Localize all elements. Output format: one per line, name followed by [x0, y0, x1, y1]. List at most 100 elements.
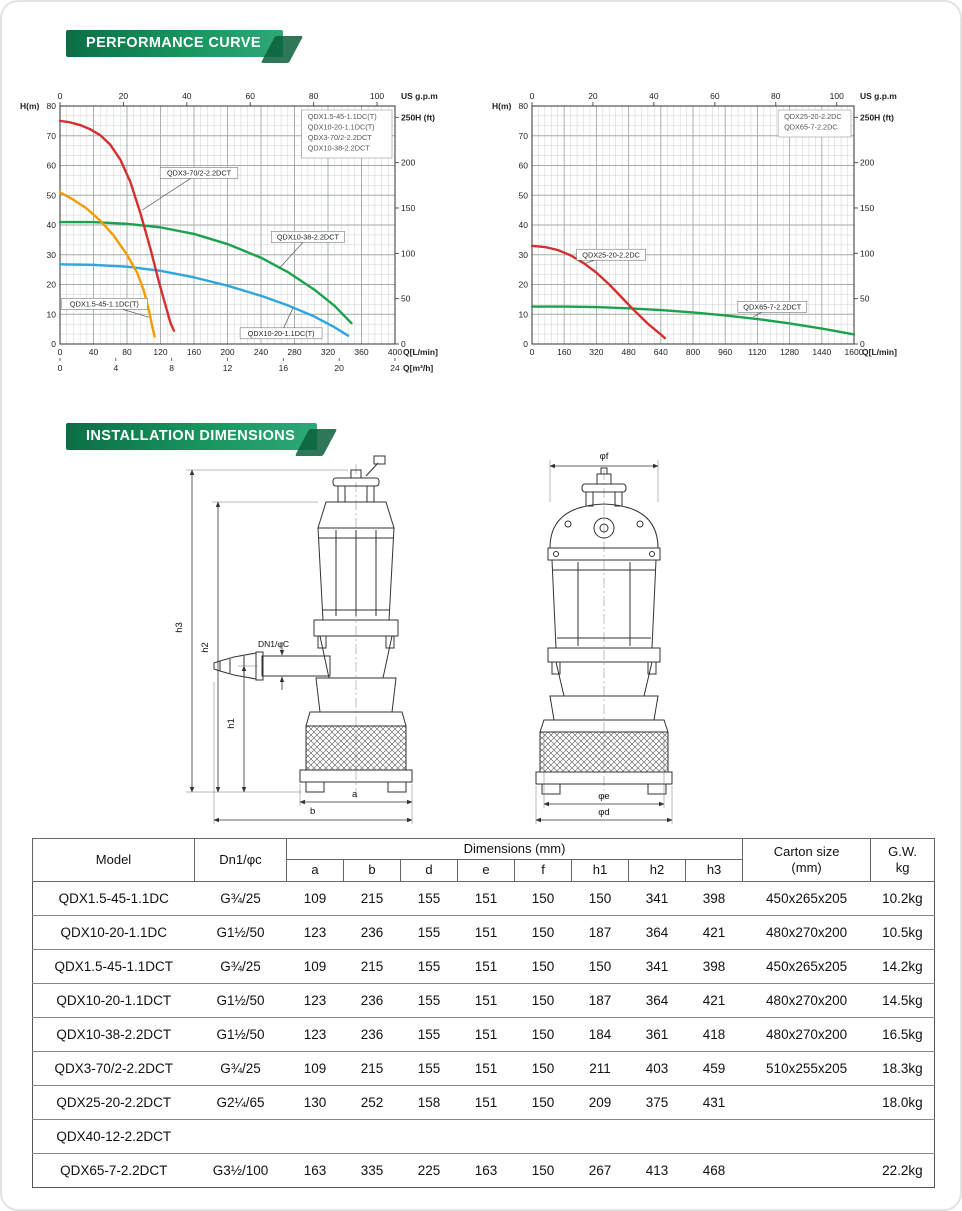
- table-cell-h3: 398: [685, 880, 743, 915]
- table-cell-a: 130: [286, 1084, 344, 1119]
- table-cell-f: 150: [514, 880, 572, 915]
- dim-label-h2: h2: [199, 642, 211, 653]
- svg-text:20: 20: [588, 91, 598, 101]
- table-cell-carton: 510x255x205: [742, 1050, 871, 1085]
- svg-text:0: 0: [51, 339, 56, 349]
- svg-text:QDX1.5-45-1.1DC(T): QDX1.5-45-1.1DC(T): [308, 112, 377, 121]
- svg-text:250H (ft): 250H (ft): [401, 112, 435, 122]
- col-header-dim-h1: h1: [571, 859, 629, 882]
- col-header-model: Model: [32, 838, 195, 882]
- table-row: QDX10-20-1.1DCT G1½/50 123 236 155 151 150 187 3…: [32, 982, 935, 1017]
- svg-text:QDX10-38-2.2DCT: QDX10-38-2.2DCT: [308, 144, 371, 153]
- col-header-dim-b: b: [343, 859, 401, 882]
- table-cell-b: 236: [343, 1016, 401, 1051]
- col-header-dim-h2: h2: [628, 859, 686, 882]
- svg-text:QDX25-20-2.2DC: QDX25-20-2.2DC: [582, 251, 640, 260]
- table-cell-e: 151: [457, 982, 515, 1017]
- svg-text:800: 800: [686, 347, 700, 357]
- table-cell-dn1: G1½/50: [194, 914, 287, 949]
- svg-text:0: 0: [530, 347, 535, 357]
- col-header-carton-line1: Carton size: [773, 843, 840, 859]
- pump-side-view-body: [213, 455, 413, 793]
- svg-text:60: 60: [519, 161, 529, 171]
- table-cell-d: 155: [400, 948, 458, 983]
- table-cell-gw: 14.2kg: [870, 948, 935, 983]
- svg-text:30: 30: [47, 250, 57, 260]
- svg-text:80: 80: [771, 91, 781, 101]
- table-cell-h2: 364: [628, 982, 686, 1017]
- svg-text:0: 0: [860, 339, 865, 349]
- svg-text:QDX3-70/2-2.2DCT: QDX3-70/2-2.2DCT: [167, 169, 232, 178]
- table-cell-e: 151: [457, 880, 515, 915]
- table-cell-dn1: G2¼/65: [194, 1084, 287, 1119]
- svg-text:50: 50: [860, 294, 870, 304]
- curve-QDX10-38-2.2DCT: [58, 220, 353, 325]
- svg-text:30: 30: [519, 250, 529, 260]
- table-cell-h3: 421: [685, 914, 743, 949]
- table-cell-f: 150: [514, 1084, 572, 1119]
- svg-text:US g.p.m: US g.p.m: [860, 91, 897, 101]
- table-cell-dn1: G¾/25: [194, 948, 287, 983]
- table-cell-model: QDX10-20-1.1DC: [32, 914, 195, 949]
- table-cell-carton: 480x270x200: [742, 1016, 871, 1051]
- table-cell-b: 215: [343, 948, 401, 983]
- svg-text:640: 640: [654, 347, 668, 357]
- svg-text:20: 20: [334, 363, 344, 373]
- table-cell-carton: [742, 1084, 871, 1119]
- dimensions-table-header: Model Dn1/φc Dimensions (mm) Carton size…: [32, 837, 936, 882]
- svg-text:QDX65-7-2.2DC: QDX65-7-2.2DC: [784, 123, 838, 132]
- legend-box: [301, 109, 393, 159]
- svg-text:8: 8: [169, 363, 174, 373]
- table-cell-b: 335: [343, 1152, 401, 1187]
- table-cell-h3: 418: [685, 1016, 743, 1051]
- svg-text:4: 4: [113, 363, 118, 373]
- table-cell-d: 155: [400, 880, 458, 915]
- svg-text:QDX10-20-1.1DC(T): QDX10-20-1.1DC(T): [248, 329, 315, 338]
- svg-text:QDX1.5-45-1.1DC(T): QDX1.5-45-1.1DC(T): [70, 300, 139, 309]
- svg-text:70: 70: [47, 131, 57, 141]
- table-cell-e: 151: [457, 1050, 515, 1085]
- svg-text:1600: 1600: [845, 347, 864, 357]
- table-cell-h1: 209: [571, 1084, 629, 1119]
- col-header-carton: Carton size (mm): [742, 838, 872, 882]
- table-cell-b: [343, 1118, 401, 1153]
- dim-label-dn1: DN1/φC: [258, 639, 290, 649]
- table-cell-dn1: [194, 1118, 287, 1153]
- dim-label-a: a: [352, 789, 358, 800]
- svg-text:40: 40: [649, 91, 659, 101]
- svg-text:QDX10-38-2.2DCT: QDX10-38-2.2DCT: [277, 233, 340, 242]
- plot-border: [59, 105, 396, 345]
- dim-label-h1: h1: [225, 718, 237, 729]
- installation-dimensions-banner: INSTALLATION DIMENSIONS: [66, 423, 318, 450]
- table-cell-h2: 403: [628, 1050, 686, 1085]
- svg-text:0: 0: [401, 339, 406, 349]
- table-cell-h1: [571, 1118, 629, 1153]
- annotation-box: [270, 231, 345, 243]
- table-cell-h1: 150: [571, 948, 629, 983]
- table-cell-gw: 14.5kg: [870, 982, 935, 1017]
- table-cell-b: 236: [343, 982, 401, 1017]
- table-cell-h2: 341: [628, 880, 686, 915]
- curve-QDX10-20-1.1DC(T): [58, 263, 350, 337]
- svg-text:24: 24: [390, 363, 400, 373]
- svg-text:360: 360: [354, 347, 368, 357]
- table-cell-e: 151: [457, 1016, 515, 1051]
- svg-text:H(m): H(m): [20, 101, 40, 111]
- table-cell-b: 215: [343, 880, 401, 915]
- performance-curve-title: PERFORMANCE CURVE: [86, 35, 261, 51]
- table-cell-model: QDX65-7-2.2DCT: [32, 1152, 195, 1187]
- table-cell-model: QDX1.5-45-1.1DC: [32, 880, 195, 915]
- svg-text:200: 200: [220, 347, 234, 357]
- pump-front-view-figure: [535, 460, 673, 824]
- svg-text:20: 20: [119, 91, 129, 101]
- pump-side-view: h3 h2 h1 DN1/φC a b: [170, 450, 470, 825]
- table-row: QDX40-12-2.2DCT: [32, 1118, 935, 1153]
- table-cell-a: 123: [286, 1016, 344, 1051]
- svg-text:40: 40: [519, 220, 529, 230]
- table-cell-model: QDX1.5-45-1.1DCT: [32, 948, 195, 983]
- table-cell-a: 163: [286, 1152, 344, 1187]
- svg-text:0: 0: [58, 91, 63, 101]
- pump-side-view-dimension-lines: [186, 469, 413, 824]
- svg-text:100: 100: [830, 91, 844, 101]
